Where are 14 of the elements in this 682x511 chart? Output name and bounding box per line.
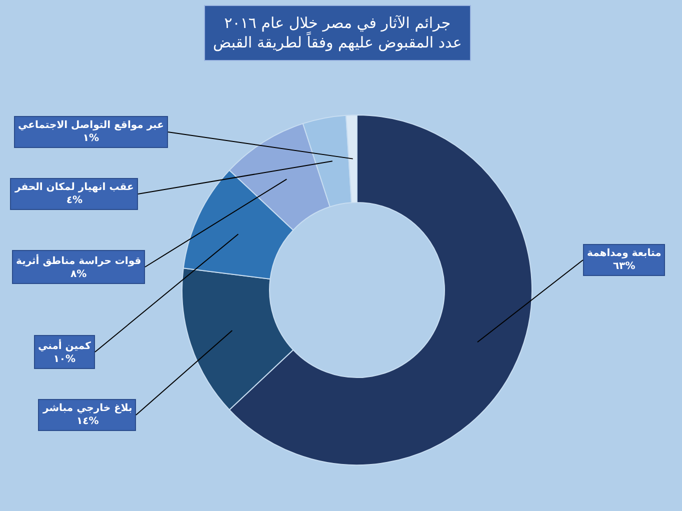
slice-label: متابعة ومداهمة [587, 248, 662, 259]
data-label: ١% [82, 133, 100, 144]
slice-label: بلاغ خارجي مباشر [42, 403, 132, 414]
data-label: ٦٣% [613, 261, 636, 272]
slice-label: قوات حراسة مناطق أثرية [16, 254, 142, 267]
chart-subtitle: عدد المقبوض عليهم وفقاً لطريقة القبض [213, 31, 462, 52]
slice-label: عقب انهيار لمكان الحفر [14, 182, 134, 193]
slice-label: عبر مواقع التواصل الاجتماعي [18, 120, 164, 131]
data-label: ٤% [66, 195, 82, 206]
chart-title: جرائم الآثار في مصر خلال عام ٢٠١٦ [224, 14, 451, 32]
data-label: ١٤% [76, 416, 99, 427]
data-label: ١٠% [53, 354, 76, 365]
data-label: ٨% [70, 269, 87, 280]
slice-label: كمين أمني [38, 339, 92, 352]
